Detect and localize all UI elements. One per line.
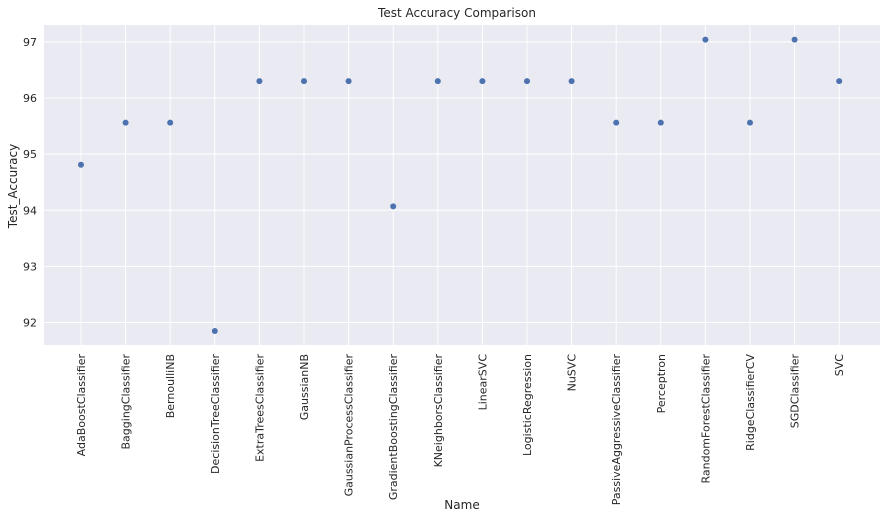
data-point	[568, 78, 575, 85]
data-point	[390, 203, 397, 210]
x-tick-label: NuSVC	[566, 354, 579, 392]
data-point	[613, 119, 620, 126]
x-tick-label: AdaBoostClassifier	[75, 354, 88, 457]
data-point	[167, 119, 174, 126]
data-point	[524, 78, 530, 85]
y-tick-label: 93	[23, 260, 37, 273]
x-tick-label: GradientBoostingClassifier	[387, 354, 400, 501]
data-point	[747, 119, 753, 126]
y-tick-label: 97	[23, 36, 37, 49]
y-tick-label: 92	[23, 317, 37, 330]
y-gridlines	[44, 41, 880, 324]
chart-title: Test Accuracy Comparison	[377, 6, 536, 20]
plot-area	[44, 25, 880, 345]
data-points	[78, 36, 843, 334]
y-tick-label: 95	[23, 148, 37, 161]
y-tick-label: 94	[23, 204, 37, 217]
y-axis-label: Test_Accuracy	[6, 144, 20, 229]
data-point	[301, 78, 307, 85]
data-point	[836, 78, 843, 85]
data-point	[256, 78, 263, 85]
x-tick-label: GaussianProcessClassifier	[343, 354, 356, 497]
x-tick-label: RandomForestClassifier	[699, 354, 712, 484]
y-tick-labels: 92 93 94 95 96 97	[23, 36, 37, 330]
x-tick-label: GaussianNB	[298, 354, 311, 420]
data-point	[78, 161, 84, 168]
x-tick-label: LinearSVC	[476, 354, 489, 411]
x-tick-label: PassiveAggressiveClassifier	[610, 354, 623, 506]
x-tick-label: DecisionTreeClassifier	[209, 354, 222, 474]
data-point	[211, 327, 218, 334]
x-tick-label: BaggingClassifier	[120, 354, 133, 450]
data-point	[122, 119, 129, 126]
x-tick-label: RidgeClassifierCV	[744, 354, 757, 451]
data-point	[657, 119, 664, 126]
data-point	[434, 78, 441, 85]
x-tick-label: LogisticRegression	[521, 354, 534, 456]
x-tick-labels: AdaBoostClassifier BaggingClassifier Berno…	[75, 354, 846, 506]
y-tick-label: 96	[23, 92, 37, 105]
data-point	[702, 36, 709, 43]
data-point	[791, 36, 798, 43]
x-tick-label: KNeighborsClassifier	[432, 354, 445, 468]
x-tick-label: ExtraTreesClassifier	[253, 354, 266, 462]
data-point	[479, 78, 486, 85]
x-tick-label: SGDClassifier	[789, 354, 802, 429]
x-tick-label: BernoulliNB	[164, 354, 177, 418]
x-axis-label: Name	[444, 498, 479, 512]
data-point	[345, 78, 352, 85]
x-tick-label: Perceptron	[655, 354, 668, 413]
x-tick-label: SVC	[833, 354, 846, 377]
